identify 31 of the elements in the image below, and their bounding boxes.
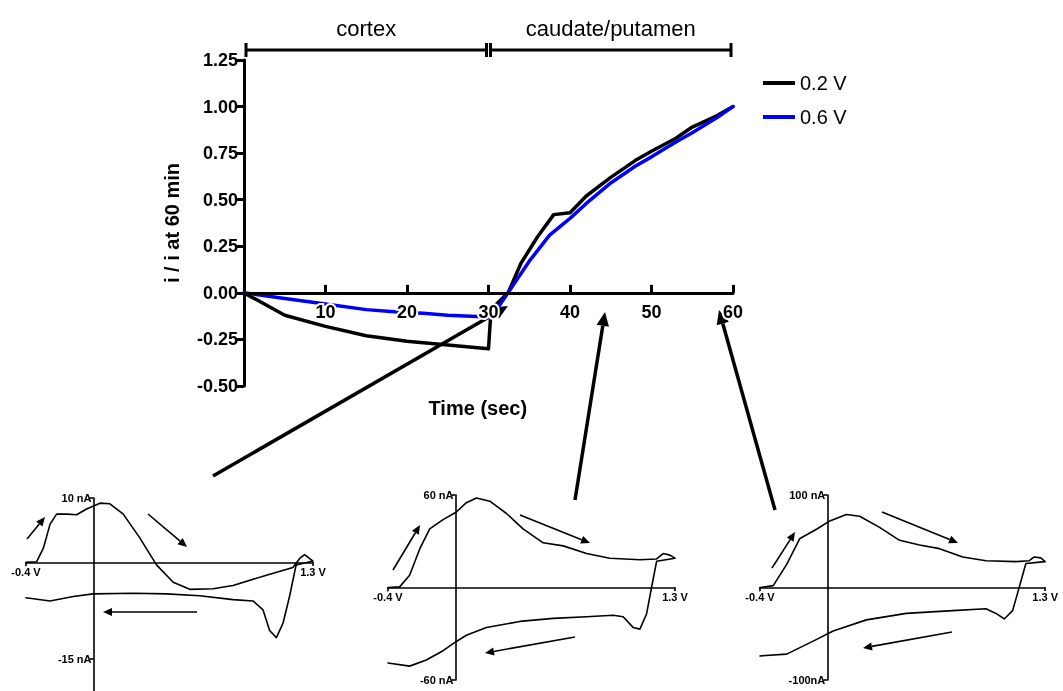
x-tick-label: -0.4 V — [11, 565, 42, 578]
y-tick-label: 0.25 — [202, 236, 238, 257]
text: cortex — [336, 16, 397, 41]
text: caudate/putamen — [525, 16, 696, 41]
x-tick-label: -0.4 V — [745, 591, 776, 603]
x-tick-label: 50 — [641, 301, 662, 322]
x-tick-label: 30 — [478, 301, 499, 322]
y-tick-label: 1.25 — [202, 50, 238, 70]
y-tick-label: 10 nA — [61, 492, 92, 504]
x-tick-label: 1.3 V — [662, 591, 689, 603]
y-tick-label: 100 nA — [789, 489, 826, 501]
legend-label: 0.6 V — [800, 106, 848, 128]
y-tick-label: 1.00 — [202, 96, 238, 117]
y-tick-label: 0.50 — [202, 189, 238, 210]
y-tick-label: -60 nA — [419, 674, 454, 686]
y-tick-label: -100nA — [788, 674, 826, 686]
y-tick-label: 60 nA — [423, 489, 454, 501]
x-tick-label: 10 — [315, 301, 336, 322]
y-tick-label: -0.25 — [196, 329, 238, 350]
x-axis-title: Time (sec) — [428, 397, 528, 419]
x-tick-label: 1.3 V — [300, 565, 327, 578]
y-tick-label: -0.50 — [196, 376, 238, 396]
y-axis-title: i / i at 60 min — [161, 162, 183, 284]
x-tick-label: 60 — [722, 301, 744, 322]
y-tick-label: 0.00 — [202, 282, 238, 303]
x-tick-label: 40 — [559, 301, 581, 322]
x-tick-label: 1.3 V — [1032, 591, 1059, 603]
y-tick-label: 0.75 — [202, 143, 238, 164]
x-tick-label: -0.4 V — [373, 591, 404, 603]
legend-label: 0.2 V — [800, 72, 848, 94]
y-tick-label: -15 nA — [57, 652, 92, 665]
